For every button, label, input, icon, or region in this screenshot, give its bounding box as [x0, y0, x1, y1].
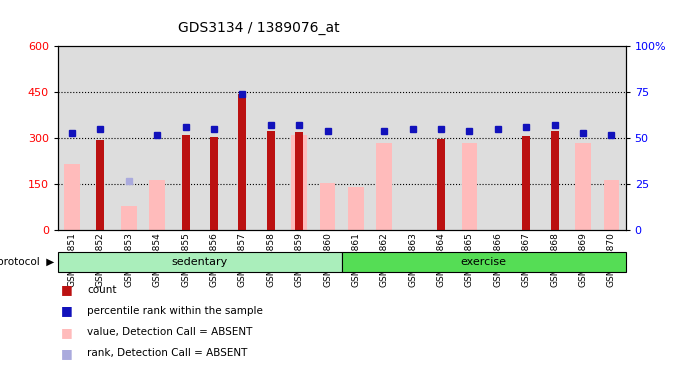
Bar	[342, 252, 626, 272]
Bar	[150, 180, 165, 230]
Bar	[295, 132, 303, 230]
Bar	[348, 187, 364, 230]
Text: exercise: exercise	[460, 257, 507, 267]
Bar	[551, 131, 558, 230]
Bar	[291, 135, 307, 230]
Bar	[320, 183, 335, 230]
Bar	[64, 164, 80, 230]
Bar	[462, 143, 477, 230]
Text: ■: ■	[61, 347, 73, 360]
Bar	[267, 131, 275, 230]
Bar	[97, 140, 104, 230]
Text: percentile rank within the sample: percentile rank within the sample	[87, 306, 263, 316]
Text: count: count	[87, 285, 116, 295]
Bar	[121, 206, 137, 230]
Bar	[210, 137, 218, 230]
Bar	[522, 136, 530, 230]
Bar	[377, 143, 392, 230]
Text: ■: ■	[61, 305, 73, 318]
Text: ■: ■	[61, 326, 73, 339]
Text: rank, Detection Call = ABSENT: rank, Detection Call = ABSENT	[87, 348, 248, 358]
Text: sedentary: sedentary	[171, 257, 228, 267]
Bar	[58, 252, 342, 272]
Bar	[239, 94, 246, 230]
Bar	[575, 143, 591, 230]
Text: GDS3134 / 1389076_at: GDS3134 / 1389076_at	[177, 21, 339, 35]
Bar	[182, 135, 190, 230]
Bar	[437, 139, 445, 230]
Bar	[604, 180, 619, 230]
Text: value, Detection Call = ABSENT: value, Detection Call = ABSENT	[87, 327, 252, 337]
Text: protocol  ▶: protocol ▶	[0, 257, 54, 267]
Text: ■: ■	[61, 283, 73, 296]
